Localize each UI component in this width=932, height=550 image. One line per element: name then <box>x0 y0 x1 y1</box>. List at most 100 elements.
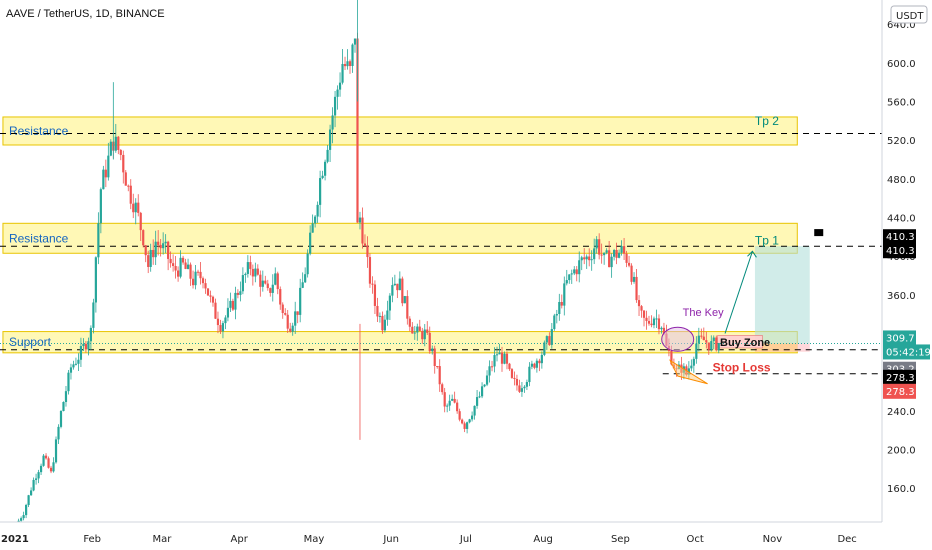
candle-body <box>483 384 486 387</box>
candle-body <box>408 318 411 327</box>
candle-body <box>608 250 611 268</box>
candle-body <box>637 300 641 307</box>
candle-body <box>530 363 533 367</box>
tp2-label: Tp 2 <box>755 114 779 128</box>
candle-body <box>585 256 588 260</box>
candle-body <box>495 354 499 356</box>
candle-body <box>660 327 663 330</box>
candle-body <box>134 202 137 213</box>
price-tag <box>883 229 916 245</box>
chart-title: AAVE / TetherUS, 1D, BINANCE <box>6 8 165 20</box>
candle-body <box>662 327 666 334</box>
y-tick-label: 360.0 <box>887 291 916 302</box>
price-tag-label: 278.3 <box>886 373 915 384</box>
candle-body <box>25 504 28 516</box>
candle-body <box>697 335 700 344</box>
candle-body <box>62 402 65 412</box>
candle-body <box>79 346 83 360</box>
candle-body <box>650 323 653 326</box>
candle-body <box>398 278 401 291</box>
candle-body <box>184 262 187 269</box>
arrow-head <box>747 250 757 258</box>
candle-body <box>221 323 225 332</box>
y-tick-label: 200.0 <box>887 446 916 457</box>
candle-body <box>603 252 606 256</box>
candle-body <box>261 280 264 287</box>
candle-body <box>331 115 334 130</box>
candle-body <box>239 291 242 295</box>
candle-body <box>523 386 526 389</box>
candle-body <box>421 330 424 340</box>
candle-body <box>593 248 596 260</box>
candle-body <box>475 397 479 406</box>
candle-body <box>269 288 272 293</box>
candle-body <box>291 325 294 332</box>
candle-body <box>72 364 75 368</box>
candle-body <box>39 465 43 473</box>
candle-body <box>167 241 170 259</box>
candle-body <box>132 203 135 213</box>
buy-zone-box <box>717 335 763 349</box>
candle-body <box>211 296 215 303</box>
candle-body <box>37 472 40 479</box>
candle-body <box>381 315 384 331</box>
candle-body <box>289 328 292 332</box>
candle-body <box>299 287 302 315</box>
the-key-label: The Key <box>683 307 724 319</box>
candle-body <box>598 239 601 255</box>
candle-body <box>74 363 78 365</box>
candle-body <box>642 310 646 318</box>
candle-body <box>137 202 140 213</box>
candle-body <box>87 341 90 350</box>
candle-body <box>27 495 30 505</box>
candle-body <box>49 467 53 472</box>
candle-body <box>64 391 68 403</box>
candle-body <box>463 423 466 429</box>
candle-body <box>311 223 314 233</box>
candle-body <box>191 278 195 286</box>
candle-body <box>336 89 339 97</box>
candle-body <box>117 136 120 150</box>
x-tick-label: May <box>304 534 325 545</box>
candle-body <box>346 61 349 67</box>
candle-body <box>333 96 337 116</box>
candle-body <box>249 262 252 269</box>
candle-body <box>406 296 409 319</box>
candle-body <box>189 264 192 279</box>
candle-body <box>446 405 449 407</box>
candle-body <box>580 257 583 261</box>
candle-body <box>286 314 289 329</box>
candle-body <box>505 353 509 364</box>
candle-body <box>201 278 205 284</box>
time-axis-bg <box>0 522 932 550</box>
candle-body <box>558 302 561 315</box>
candle-body <box>224 317 227 324</box>
candle-body <box>448 400 451 406</box>
candle-body <box>416 326 419 333</box>
candle-body <box>52 462 55 472</box>
currency-label: USDT <box>896 11 924 22</box>
candle-body <box>199 271 202 279</box>
candle-body <box>204 283 207 289</box>
candle-body <box>436 366 439 368</box>
candle-body <box>702 336 705 341</box>
candle-body <box>555 314 558 316</box>
candle-body <box>543 342 546 355</box>
candle-body <box>640 306 643 311</box>
price-tag-label: 309.7 <box>886 333 915 344</box>
candle-body <box>206 288 210 296</box>
candle-body <box>57 426 60 440</box>
y-tick-label: 240.0 <box>887 407 916 418</box>
candle-body <box>304 274 307 283</box>
candle-body <box>97 223 100 258</box>
zone-resistance-band <box>2 116 798 146</box>
y-tick-label: 600.0 <box>887 59 916 70</box>
candle-body <box>296 311 299 315</box>
candle-body <box>595 239 598 249</box>
candle-body <box>627 262 631 266</box>
candle-body <box>366 245 369 258</box>
price-tag-label: 05:42:19 <box>886 347 931 358</box>
candle-body <box>176 270 180 277</box>
candle-body <box>630 265 633 282</box>
